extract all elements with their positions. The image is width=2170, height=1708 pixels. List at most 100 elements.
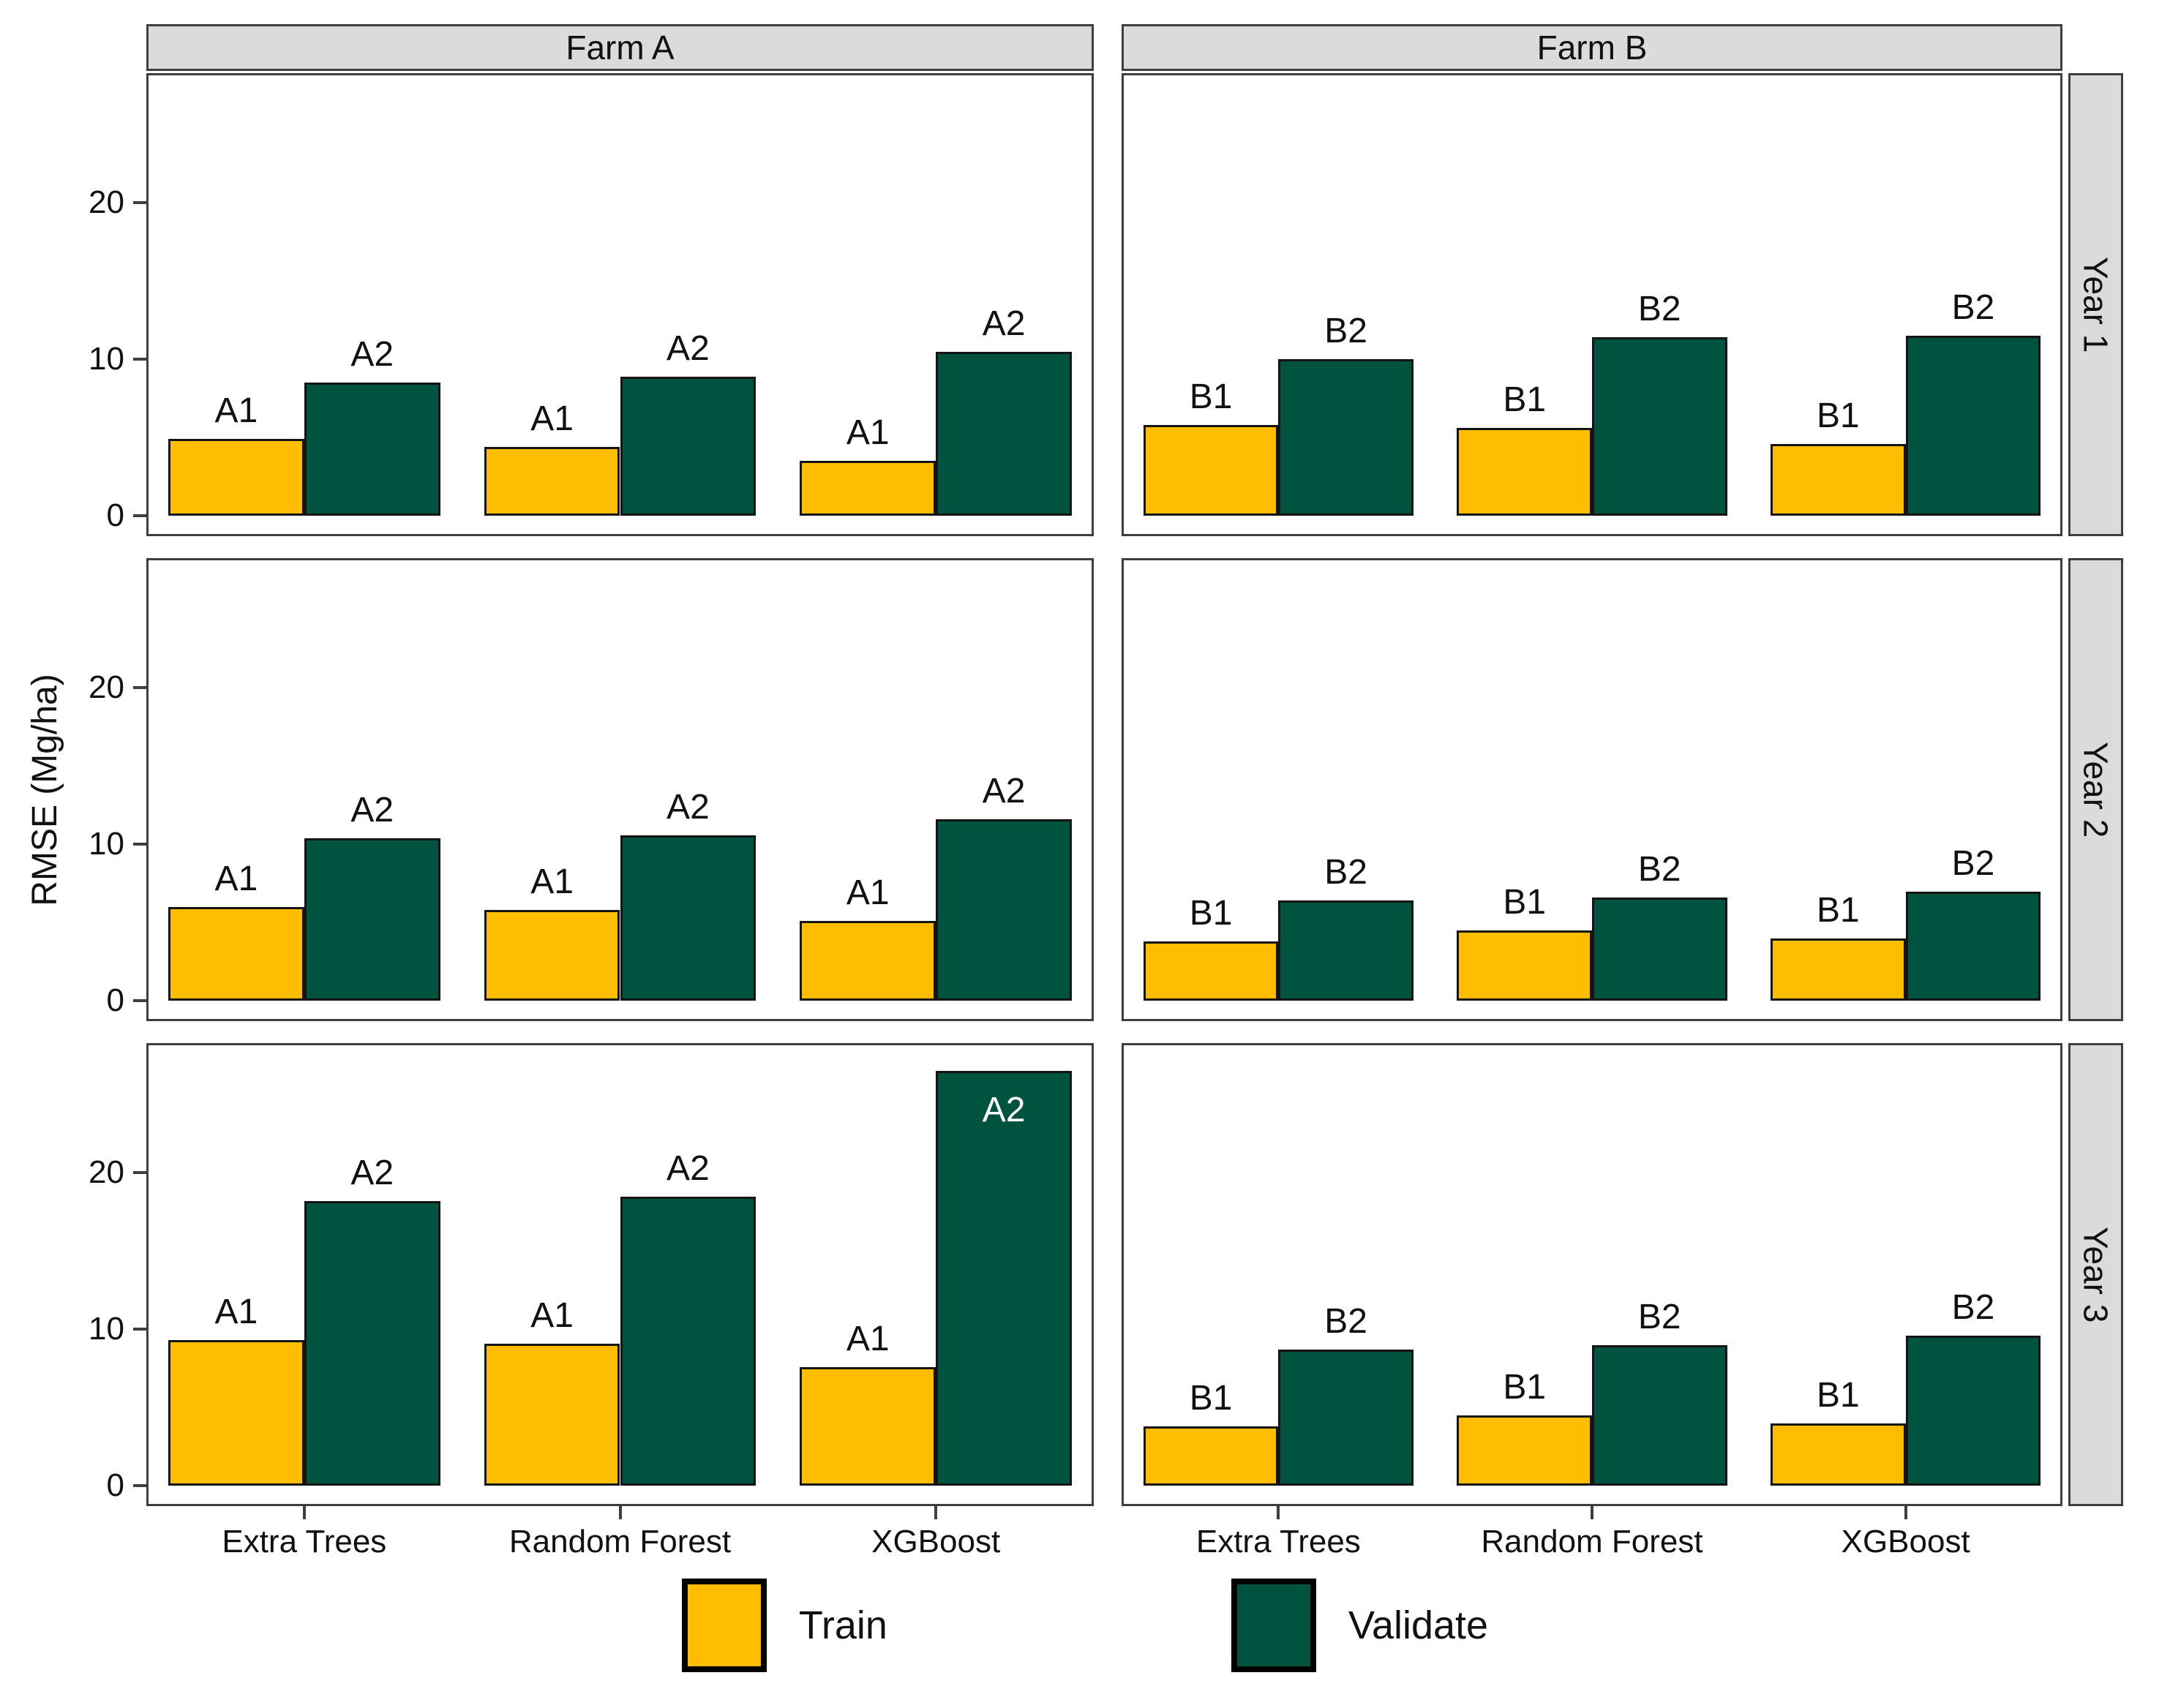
bar-value-label: B1 <box>1189 1378 1233 1418</box>
bar-train <box>484 1343 620 1486</box>
bar-value-label: A1 <box>214 1293 258 1332</box>
bar-validate <box>304 383 440 516</box>
bar-train <box>168 439 304 516</box>
y-tick-mark <box>133 999 146 1003</box>
y-tick-label: 10 <box>89 341 124 377</box>
y-tick-label: 20 <box>89 669 124 706</box>
x-tick-mark <box>618 1506 622 1519</box>
bar-train <box>1143 941 1279 1001</box>
facet-strip-row: Year 3 <box>2068 1043 2123 1506</box>
x-category-label: Random Forest <box>508 1524 732 1560</box>
bar-train <box>168 906 304 1001</box>
y-tick-label: 0 <box>106 497 124 534</box>
y-tick-mark <box>133 843 146 846</box>
y-tick-mark <box>133 686 146 690</box>
bar-validate <box>1905 336 2041 516</box>
facet-strip-col: Farm B <box>1122 24 2062 71</box>
bar-validate <box>1905 891 2041 1001</box>
bar-value-label: B1 <box>1503 1367 1547 1407</box>
bar-train <box>484 910 620 1001</box>
y-tick-label: 20 <box>89 184 124 221</box>
bar-validate <box>936 819 1072 1001</box>
x-category-label: XGBoost <box>871 1524 1001 1560</box>
x-tick-mark <box>934 1506 938 1519</box>
bar-train <box>800 921 936 1001</box>
bar-train <box>1771 443 1906 516</box>
legend: Train Validate <box>0 1579 2170 1672</box>
bar-value-label: A2 <box>982 1091 1026 1130</box>
bar-value-label: B2 <box>1324 312 1367 351</box>
bar-value-label: B1 <box>1503 882 1547 922</box>
y-tick-label: 0 <box>106 1467 124 1504</box>
bar-train <box>484 447 620 516</box>
bar-value-label: A2 <box>350 790 394 829</box>
y-tick-mark <box>133 514 146 518</box>
facet-strip-row: Year 1 <box>2068 73 2123 536</box>
bar-value-label: B2 <box>1951 288 1995 328</box>
bar-value-label: B2 <box>1324 853 1367 892</box>
bar-train <box>1143 1426 1279 1486</box>
bar-train <box>800 1366 936 1486</box>
legend-swatch-train <box>681 1579 767 1672</box>
bar-value-label: A2 <box>982 772 1026 811</box>
bar-value-label: A2 <box>667 328 710 368</box>
bar-train <box>1771 938 1906 1001</box>
y-tick-label: 10 <box>89 1311 124 1347</box>
legend-item-train: Train <box>681 1579 887 1672</box>
bar-train <box>800 461 936 516</box>
y-tick-mark <box>133 358 146 361</box>
y-tick-mark <box>133 1328 146 1331</box>
bar-value-label: B1 <box>1817 1375 1860 1415</box>
bar-value-label: A1 <box>530 862 574 902</box>
bar-validate <box>936 1071 1072 1486</box>
y-tick-label: 20 <box>89 1154 124 1191</box>
bar-train <box>1143 425 1279 516</box>
bar-value-label: A1 <box>214 391 258 431</box>
bar-validate <box>620 835 757 1001</box>
bar-value-label: B2 <box>1324 1302 1367 1342</box>
bar-value-label: B1 <box>1817 890 1860 930</box>
bar-value-label: B2 <box>1637 1297 1681 1336</box>
bar-train <box>168 1340 304 1486</box>
facet-strip-col: Farm A <box>146 24 1094 71</box>
bar-validate <box>1278 359 1413 516</box>
bar-value-label: A1 <box>846 873 890 913</box>
bar-validate <box>1278 1350 1413 1486</box>
bar-value-label: B2 <box>1951 843 1995 883</box>
legend-label: Validate <box>1348 1603 1489 1647</box>
bar-value-label: A1 <box>214 859 258 898</box>
y-tick-mark <box>133 1484 146 1488</box>
bar-value-label: A2 <box>667 1148 710 1188</box>
legend-item-validate: Validate <box>1231 1579 1488 1672</box>
bar-value-label: A2 <box>982 304 1026 343</box>
bar-train <box>1457 428 1592 516</box>
x-category-label: XGBoost <box>1841 1524 1970 1560</box>
bar-value-label: B1 <box>1817 396 1860 435</box>
x-category-label: Random Forest <box>1481 1524 1703 1560</box>
x-category-label: Extra Trees <box>222 1524 387 1560</box>
y-tick-mark <box>133 201 146 205</box>
bar-value-label: A2 <box>350 1153 394 1192</box>
bar-validate <box>620 376 757 516</box>
bar-validate <box>620 1196 757 1486</box>
bar-validate <box>936 351 1072 516</box>
bar-value-label: B1 <box>1503 380 1547 420</box>
y-tick-label: 10 <box>89 826 124 862</box>
bar-validate <box>1592 898 1727 1001</box>
bar-validate <box>304 1200 440 1486</box>
bar-value-label: A2 <box>350 335 394 375</box>
bar-value-label: B2 <box>1637 290 1681 329</box>
bar-value-label: B2 <box>1637 850 1681 889</box>
facet-strip-row: Year 2 <box>2068 558 2123 1021</box>
bar-value-label: A1 <box>530 399 574 439</box>
x-tick-mark <box>1904 1506 1907 1519</box>
bar-train <box>1771 1423 1906 1486</box>
legend-swatch-validate <box>1231 1579 1316 1672</box>
legend-label: Train <box>798 1603 887 1647</box>
bar-value-label: B1 <box>1189 377 1233 417</box>
bar-value-label: B1 <box>1189 893 1233 933</box>
bar-train <box>1457 1415 1592 1486</box>
bar-train <box>1457 930 1592 1001</box>
bar-validate <box>1278 900 1413 1001</box>
bar-validate <box>1905 1335 2041 1486</box>
